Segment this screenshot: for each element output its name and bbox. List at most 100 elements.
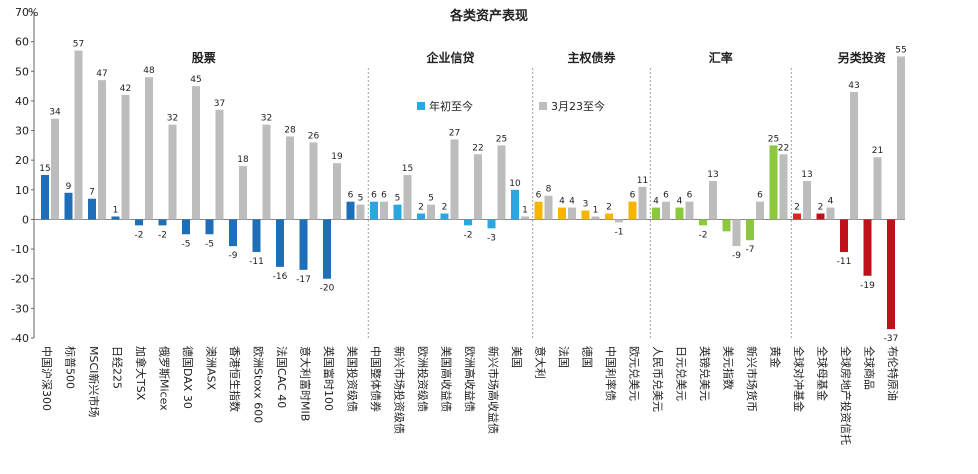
category-label: 德国 [581, 346, 595, 368]
bar-since-mar23 [262, 124, 271, 220]
category-label: 新兴市场投资级债 [393, 346, 407, 434]
bar-since-mar23 [732, 219, 741, 247]
legend-swatch [539, 102, 547, 110]
data-label-since-mar23: 48 [143, 66, 155, 76]
y-tick-label: 40 [15, 95, 29, 108]
y-tick-label: 10 [15, 184, 29, 197]
data-label-since-mar23: 26 [308, 131, 320, 141]
bar-ytd [88, 198, 96, 220]
bar-since-mar23 [521, 216, 529, 220]
data-label-ytd: 2 [442, 203, 448, 213]
bar-since-mar23 [497, 145, 506, 220]
data-label-since-mar23: 13 [801, 170, 812, 180]
data-label-ytd: -20 [320, 284, 335, 294]
data-label-since-mar23: 25 [496, 134, 507, 144]
category-label: 布伦特原油 [886, 346, 900, 401]
bar-ytd [534, 201, 543, 220]
bar-since-mar23 [568, 207, 576, 220]
data-label-ytd: 9 [66, 182, 72, 192]
data-label-ytd: 6 [348, 191, 354, 201]
bar-since-mar23 [450, 139, 459, 220]
bar-ytd [370, 201, 378, 220]
bar-since-mar23 [121, 94, 130, 220]
data-label-since-mar23: 1 [522, 205, 528, 215]
bar-ytd [111, 216, 120, 220]
bar-since-mar23 [615, 219, 623, 223]
data-label-since-mar23: -1 [615, 227, 624, 237]
legend: 年初至今 3月23至今 [417, 99, 605, 113]
data-label-ytd: 4 [677, 197, 683, 207]
bar-ytd [64, 192, 73, 220]
data-label-since-mar23: 5 [428, 194, 434, 204]
bar-ytd [840, 219, 848, 253]
bar-ytd [299, 219, 308, 270]
y-tick-label: 60 [15, 36, 29, 49]
data-label-since-mar23: 8 [546, 185, 552, 195]
bar-ytd [746, 219, 754, 241]
bar-ytd [158, 219, 167, 226]
category-label: 英镑兑美元 [698, 346, 712, 401]
data-label-ytd: 6 [371, 191, 377, 201]
y-tick-label: -30 [11, 302, 29, 315]
bar-ytd [205, 219, 214, 235]
category-label: 美国投资级债 [346, 346, 360, 412]
bar-ytd [675, 207, 684, 220]
category-label: 全球对冲基金 [792, 346, 806, 412]
data-label-ytd: -19 [860, 281, 875, 291]
bar-since-mar23 [873, 157, 882, 220]
category-label: 加拿大TSX [134, 346, 148, 401]
legend-swatch [417, 102, 425, 110]
bar-ytd [558, 207, 566, 220]
data-label-ytd: 2 [818, 203, 824, 213]
chart-title: 各类资产表现 [449, 8, 528, 24]
data-label-since-mar23: 42 [120, 84, 131, 94]
bar-since-mar23 [685, 201, 694, 220]
legend-label: 3月23至今 [551, 99, 605, 113]
category-label: MSCI新兴市场 [87, 346, 101, 417]
bar-since-mar23 [662, 201, 670, 220]
category-label: 黄金 [769, 346, 783, 368]
data-label-ytd: -5 [205, 239, 214, 249]
data-label-ytd: 25 [768, 134, 779, 144]
data-labels: 1534957747142-248-232-545-537-918-1132-1… [39, 40, 906, 345]
bar-ytd [135, 219, 143, 226]
data-label-ytd: -11 [837, 257, 852, 267]
data-label-ytd: 4 [559, 197, 565, 207]
data-label-since-mar23: 19 [331, 152, 343, 162]
bar-ytd [581, 210, 590, 220]
data-label-ytd: -16 [273, 272, 288, 282]
data-label-since-mar23: 11 [637, 176, 648, 186]
bar-ytd [863, 219, 872, 276]
data-label-since-mar23: 6 [663, 191, 669, 201]
data-label-since-mar23: 57 [73, 40, 84, 50]
data-label-since-mar23: 32 [167, 114, 178, 124]
group-label: 企业信贷 [425, 50, 474, 65]
bar-ytd [887, 219, 895, 330]
bar-since-mar23 [474, 154, 482, 220]
data-label-ytd: 1 [113, 205, 119, 215]
data-label-ytd: -2 [135, 230, 144, 240]
bar-since-mar23 [709, 180, 717, 220]
category-label: 意大利 [534, 346, 548, 379]
bar-since-mar23 [756, 201, 764, 220]
bar-since-mar23 [427, 204, 435, 220]
bar-since-mar23 [544, 195, 553, 220]
bar-ytd [393, 204, 402, 220]
legend-label: 年初至今 [429, 99, 473, 113]
bar-ytd [652, 207, 660, 220]
y-tick-label: -40 [11, 332, 29, 345]
data-label-since-mar23: -9 [732, 251, 741, 261]
y-tick-label: 0 [22, 213, 29, 226]
y-tick-label: 30 [15, 125, 29, 138]
data-label-since-mar23: 22 [778, 143, 789, 153]
data-label-since-mar23: 27 [449, 128, 460, 138]
category-label: 法国 [557, 346, 571, 368]
bar-since-mar23 [286, 136, 294, 220]
category-label: 全球商品 [863, 346, 877, 390]
bar-ytd [605, 213, 613, 220]
category-label: 新兴市场高收益债 [487, 346, 501, 434]
category-label: 全球母基金 [816, 346, 830, 401]
category-label: 澳洲ASX [205, 346, 218, 391]
